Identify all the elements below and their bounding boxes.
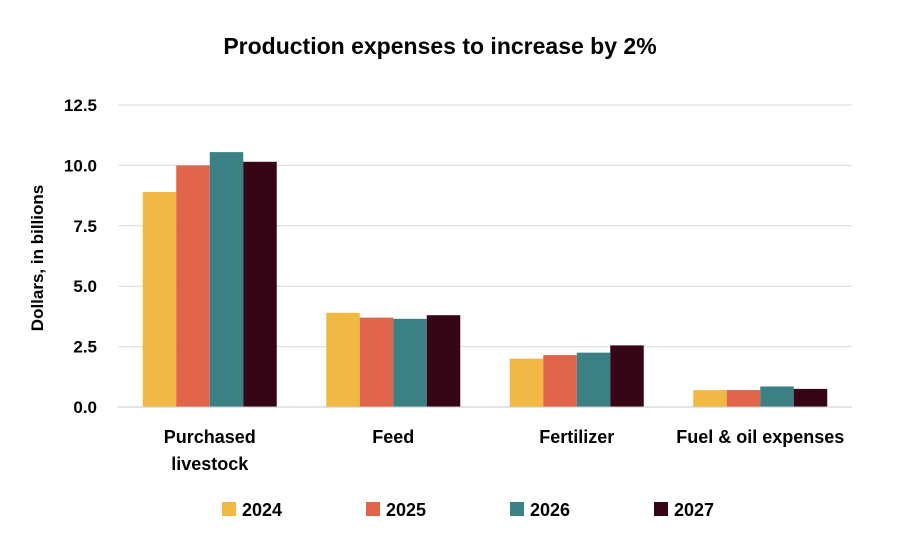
bar-2024-2 xyxy=(509,358,544,407)
legend: 2024 2025 2026 2027 xyxy=(222,500,714,520)
legend-label-2024: 2024 xyxy=(242,500,282,520)
x-tick-label: Fertilizer xyxy=(539,427,614,447)
bar-2027-0 xyxy=(243,161,277,407)
bar-2027-3 xyxy=(793,388,828,407)
legend-label-2026: 2026 xyxy=(530,500,570,520)
x-tick-label: Feed xyxy=(372,427,414,447)
y-axis-ticks: 0.0 2.5 5.0 7.5 10.0 12.5 xyxy=(64,96,97,417)
legend-label-2025: 2025 xyxy=(386,500,426,520)
bar-2026-2 xyxy=(576,352,611,407)
legend-label-2027: 2027 xyxy=(674,500,714,520)
x-tick-label: Fuel & oil expenses xyxy=(676,427,844,447)
legend-swatch-2025 xyxy=(366,502,380,516)
bar-2027-2 xyxy=(610,345,644,407)
legend-swatch-2026 xyxy=(510,502,524,516)
x-axis-ticks: Purchased livestock Feed Fertilizer Fuel & o… xyxy=(164,427,845,474)
bar-2026-0 xyxy=(209,152,244,407)
bar-2026-1 xyxy=(393,318,427,407)
bar-2025-1 xyxy=(359,317,394,407)
x-tick-label: Purchased xyxy=(164,427,256,447)
bar-2025-3 xyxy=(726,390,761,407)
bars xyxy=(142,152,828,407)
y-tick-label: 12.5 xyxy=(64,96,97,115)
bar-2025-2 xyxy=(543,355,577,407)
y-tick-label: 7.5 xyxy=(73,217,97,236)
bar-2027-1 xyxy=(426,315,461,407)
bar-2024-1 xyxy=(326,312,360,407)
y-axis-label: Dollars, in billions xyxy=(28,185,47,331)
bar-2024-0 xyxy=(142,191,177,407)
y-tick-label: 10.0 xyxy=(64,156,97,175)
chart-title: Production expenses to increase by 2% xyxy=(223,33,656,59)
bar-2025-0 xyxy=(176,165,210,407)
bar-2024-3 xyxy=(693,390,727,407)
x-tick-label: livestock xyxy=(171,454,249,474)
bar-2026-3 xyxy=(760,386,794,407)
y-tick-label: 5.0 xyxy=(73,277,97,296)
y-tick-label: 0.0 xyxy=(73,398,97,417)
y-tick-label: 2.5 xyxy=(73,338,97,357)
legend-swatch-2027 xyxy=(654,502,668,516)
legend-swatch-2024 xyxy=(222,502,236,516)
